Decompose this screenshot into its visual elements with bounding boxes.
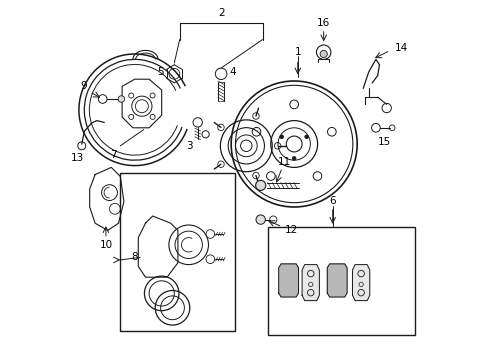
Text: 4: 4 bbox=[229, 67, 235, 77]
Circle shape bbox=[279, 135, 283, 139]
Bar bbox=[267, 227, 415, 335]
Text: 10: 10 bbox=[100, 240, 113, 250]
Text: 3: 3 bbox=[186, 141, 193, 151]
Polygon shape bbox=[326, 264, 346, 297]
Circle shape bbox=[256, 215, 265, 224]
Bar bbox=[120, 173, 235, 331]
Circle shape bbox=[304, 135, 308, 139]
Circle shape bbox=[118, 96, 124, 102]
Text: 2: 2 bbox=[217, 8, 224, 18]
Text: 9: 9 bbox=[80, 81, 86, 91]
Circle shape bbox=[255, 180, 265, 190]
Polygon shape bbox=[278, 264, 298, 297]
Text: 7: 7 bbox=[110, 150, 117, 160]
Text: 12: 12 bbox=[284, 225, 297, 235]
Text: 16: 16 bbox=[316, 18, 330, 28]
Text: 14: 14 bbox=[394, 42, 407, 53]
Text: 8: 8 bbox=[131, 252, 138, 262]
Text: 6: 6 bbox=[329, 196, 335, 206]
Circle shape bbox=[292, 157, 295, 160]
Text: 13: 13 bbox=[70, 153, 83, 163]
Polygon shape bbox=[302, 265, 319, 301]
Polygon shape bbox=[352, 265, 369, 301]
Text: 15: 15 bbox=[378, 137, 391, 147]
Circle shape bbox=[320, 50, 326, 58]
Text: 1: 1 bbox=[294, 47, 301, 57]
Text: 11: 11 bbox=[277, 157, 290, 167]
Text: 5: 5 bbox=[157, 67, 163, 77]
